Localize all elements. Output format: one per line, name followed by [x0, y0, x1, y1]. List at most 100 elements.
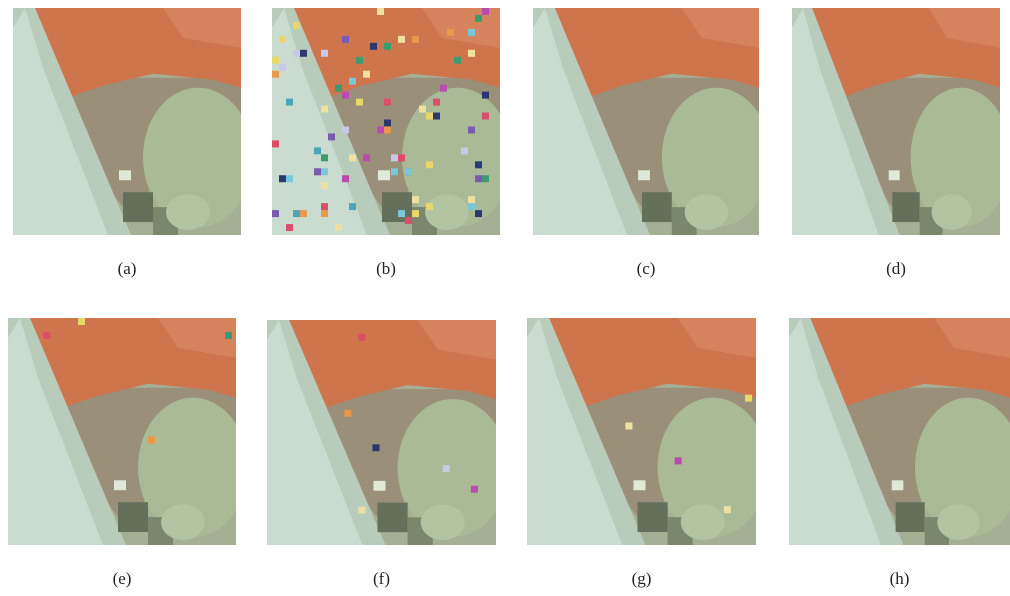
noise-pixel — [433, 99, 440, 106]
noise-pixel — [272, 57, 279, 64]
noise-pixel — [286, 99, 293, 106]
noise-pixel — [475, 161, 482, 168]
noise-pixel — [398, 210, 405, 217]
noise-pixel — [475, 175, 482, 182]
noise-pixel — [372, 444, 379, 451]
noise-pixel — [293, 22, 300, 29]
noise-pixel — [148, 436, 155, 443]
noise-pixel — [419, 106, 426, 113]
light-blob — [425, 194, 469, 230]
image-panel — [13, 8, 253, 235]
noise-pixel — [293, 50, 300, 57]
dark-blob — [896, 502, 925, 532]
noise-pixel — [293, 210, 300, 217]
noise-pixel — [349, 78, 356, 85]
noise-pixel — [314, 168, 321, 175]
image-panel — [789, 318, 1010, 545]
noise-pixel — [384, 126, 391, 133]
noise-pixel — [349, 154, 356, 161]
noise-pixel — [724, 506, 731, 513]
noise-pixel — [398, 36, 405, 43]
noise-pixel — [363, 154, 370, 161]
noise-pixel — [475, 15, 482, 22]
image-panel — [8, 318, 248, 545]
noise-pixel — [391, 154, 398, 161]
noise-pixel — [384, 99, 391, 106]
noise-pixel — [471, 486, 478, 493]
noise-pixel — [321, 168, 328, 175]
noise-pixel — [349, 203, 356, 210]
noise-pixel — [461, 147, 468, 154]
panel-caption: (a) — [118, 259, 137, 278]
noise-pixel — [321, 210, 328, 217]
image-panel — [792, 8, 1010, 235]
noise-pixel — [475, 210, 482, 217]
noise-pixel — [447, 29, 454, 36]
noise-pixel — [412, 36, 419, 43]
light-blob — [685, 194, 729, 230]
noise-pixel — [675, 457, 682, 464]
image-panel — [272, 8, 512, 235]
noise-pixel — [78, 318, 85, 325]
noise-pixel — [468, 29, 475, 36]
noise-pixel — [286, 224, 293, 231]
noise-pixel — [342, 92, 349, 99]
noise-pixel — [321, 182, 328, 189]
noise-pixel — [384, 43, 391, 50]
image-panel — [533, 8, 771, 235]
noise-pixel — [745, 395, 752, 402]
panel-caption: (f) — [373, 569, 390, 588]
noise-pixel — [391, 168, 398, 175]
noise-pixel — [279, 175, 286, 182]
panel-caption: (d) — [886, 259, 906, 278]
noise-pixel — [279, 36, 286, 43]
dark-blob — [377, 503, 407, 533]
light-blob — [937, 504, 980, 540]
light-blob — [681, 504, 725, 540]
panel-caption: (h) — [890, 569, 910, 588]
noise-pixel — [377, 8, 384, 15]
noise-pixel — [314, 147, 321, 154]
light-blob — [166, 194, 210, 230]
noise-pixel — [363, 71, 370, 78]
panel-caption: (c) — [637, 259, 656, 278]
noise-pixel — [328, 133, 335, 140]
image-panel — [267, 320, 508, 545]
noise-pixel — [412, 210, 419, 217]
noise-pixel — [625, 423, 632, 430]
noise-pixel — [482, 8, 489, 15]
noise-pixel — [272, 140, 279, 147]
noise-pixel — [482, 175, 489, 182]
highlight — [633, 480, 645, 490]
highlight — [378, 170, 390, 180]
dark-blob — [637, 502, 667, 532]
noise-pixel — [356, 99, 363, 106]
highlight — [373, 481, 385, 491]
noise-pixel — [344, 410, 351, 417]
noise-pixel — [321, 203, 328, 210]
highlight — [892, 480, 904, 490]
noise-pixel — [384, 120, 391, 127]
noise-pixel — [43, 332, 50, 339]
panel-caption: (e) — [113, 569, 132, 588]
dark-blob — [123, 192, 153, 222]
noise-pixel — [377, 126, 384, 133]
noise-pixel — [405, 168, 412, 175]
noise-pixel — [370, 43, 377, 50]
image-panel — [527, 318, 768, 545]
light-blob — [421, 505, 465, 541]
noise-pixel — [426, 161, 433, 168]
noise-pixel — [468, 196, 475, 203]
dark-blob — [892, 192, 919, 222]
noise-pixel — [405, 217, 412, 224]
dark-blob — [118, 502, 148, 532]
noise-pixel — [482, 113, 489, 120]
noise-pixel — [468, 50, 475, 57]
highlight — [889, 170, 900, 180]
noise-pixel — [358, 507, 365, 514]
noise-pixel — [440, 85, 447, 92]
noise-pixel — [426, 113, 433, 120]
noise-pixel — [342, 36, 349, 43]
noise-pixel — [321, 106, 328, 113]
noise-pixel — [433, 113, 440, 120]
